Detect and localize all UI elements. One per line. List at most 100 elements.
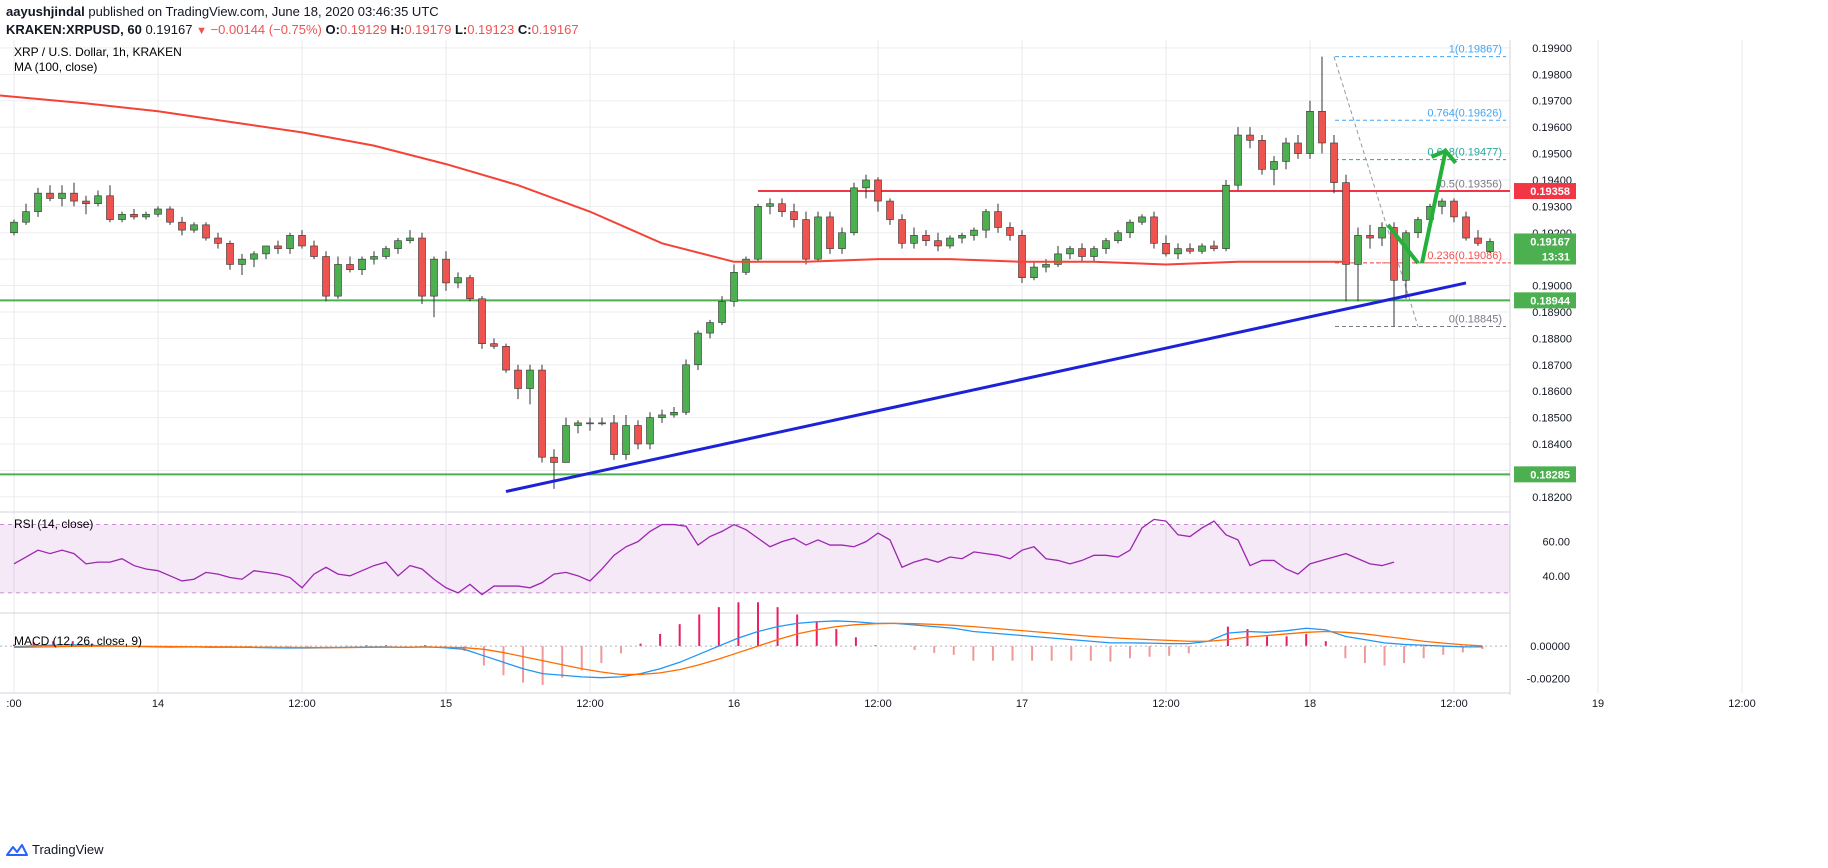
candle-down [1462,216,1470,239]
candle-down [934,240,942,247]
fibonacci-retracement[interactable]: 1(0.19867)0.764(0.19626)0.618(0.19477)0.… [1333,44,1506,327]
candle-down [778,203,786,212]
fib-level-label: 0.5(0.19356) [1440,179,1502,191]
fib-level-label: 0.236(0.19086) [1427,250,1502,262]
close-value: 0.19167 [531,22,579,37]
candle-up [1414,219,1422,234]
candle-up [250,253,258,260]
macd-pane [0,602,1510,685]
candle-up [454,277,462,284]
time-tick-label: 12:00 [1152,698,1180,710]
candle-up [286,235,294,249]
candle-down [1342,182,1350,265]
candle-down [790,211,798,220]
time-tick-label: 12:00 [1440,698,1468,710]
candle-up [58,192,66,199]
candle-down [1210,245,1218,249]
arrow-dip-segment [1386,223,1420,265]
symbol-line: KRAKEN:XRPUSD, 60 0.19167 ▼ −0.00144 (−0… [6,22,579,37]
high-label: H: [390,22,405,37]
price-axis[interactable]: 0.199000.198000.197000.196000.195000.194… [1514,43,1576,686]
candle-up [334,264,342,297]
candle-down [1258,140,1266,170]
price-badge [1514,183,1576,200]
price-badge [1514,466,1576,483]
candle-up [586,422,594,425]
candle-up [1126,221,1134,234]
candle-up [358,258,366,271]
trendline[interactable] [505,281,1467,493]
price-badge [1514,233,1576,250]
candle-down [1294,142,1302,154]
candle-up [1042,264,1050,268]
candle-up [646,417,654,445]
candle-up [526,369,534,389]
candle-up [562,425,570,463]
price-tick-label: 0.19600 [1532,122,1572,134]
candle-down [634,425,642,445]
low-value: 0.19123 [467,22,515,37]
tradingview-logo-icon [6,843,28,856]
author-name[interactable]: aayushjindal [6,4,85,19]
time-tick-label: 17 [1016,698,1028,710]
candle-up [850,187,858,234]
candle-up [910,235,918,244]
candle-up [1402,232,1410,281]
candle-up [406,237,414,241]
grid [0,40,1743,695]
price-tick-label: 0.19900 [1532,43,1572,55]
candle-up [958,235,966,239]
price-tick-label: 0.18200 [1532,492,1572,504]
candle-down [274,245,282,249]
time-tick-label: 14 [152,698,164,710]
time-axis[interactable]: :00 14 12:00 15 12:00 16 12:00 17 12:00 18 12:00 19… [6,698,1828,710]
price-badge-label: 0.19167 [1530,236,1570,248]
candle-down [1318,110,1326,144]
candle-up [142,213,150,218]
candle-down [82,200,90,205]
candle-up [154,208,162,215]
published-text: published on TradingView.com, June 18, 2… [88,4,439,19]
price-tick-label: 0.18400 [1532,439,1572,451]
candle-up [838,232,846,249]
candle-up [970,229,978,236]
chart-header: aayushjindal published on TradingView.co… [0,0,1828,40]
candle-up [1438,200,1446,207]
candle-down [130,213,138,218]
candle-down [802,219,810,260]
candle-down [502,345,510,371]
signal-line [13,622,1483,676]
forecast-arrow[interactable] [1386,148,1458,265]
candle-up [742,258,750,273]
candle-up [814,216,822,260]
time-tick-label: 15 [440,698,452,710]
price-tick-label: 0.18800 [1532,333,1572,345]
time-tick-label: 18 [1304,698,1316,710]
publisher-line: aayushjindal published on TradingView.co… [6,4,439,19]
candle-down [1246,134,1254,141]
candle-up [34,192,42,212]
candle-down [166,208,174,223]
price-tick-label: 0.19800 [1532,69,1572,81]
candle-down [1186,248,1194,252]
price-tick-label: 0.19000 [1532,281,1572,293]
price-badge-label: 0.18944 [1530,295,1571,307]
candle-up [670,412,678,416]
candle-down [994,211,1002,228]
candle-down [550,456,558,463]
candle-down [490,343,498,347]
horizontal-levels[interactable] [0,190,1514,476]
candle-down [1018,235,1026,278]
candle-up [598,422,606,425]
candle-up [190,224,198,231]
down-arrow-icon: ▼ [196,25,207,37]
price-tick-label: 0.18900 [1532,307,1572,319]
macd-tick-label: 0.00000 [1530,641,1570,653]
brand-name[interactable]: TradingView [32,842,104,857]
price-chart[interactable]: 1(0.19867)0.764(0.19626)0.618(0.19477)0.… [0,40,1828,840]
candle-down [214,237,222,244]
candle-down [538,369,546,458]
macd-tick-label: -0.00200 [1527,674,1570,686]
close-label: C: [517,22,532,37]
candle-up [946,237,954,247]
